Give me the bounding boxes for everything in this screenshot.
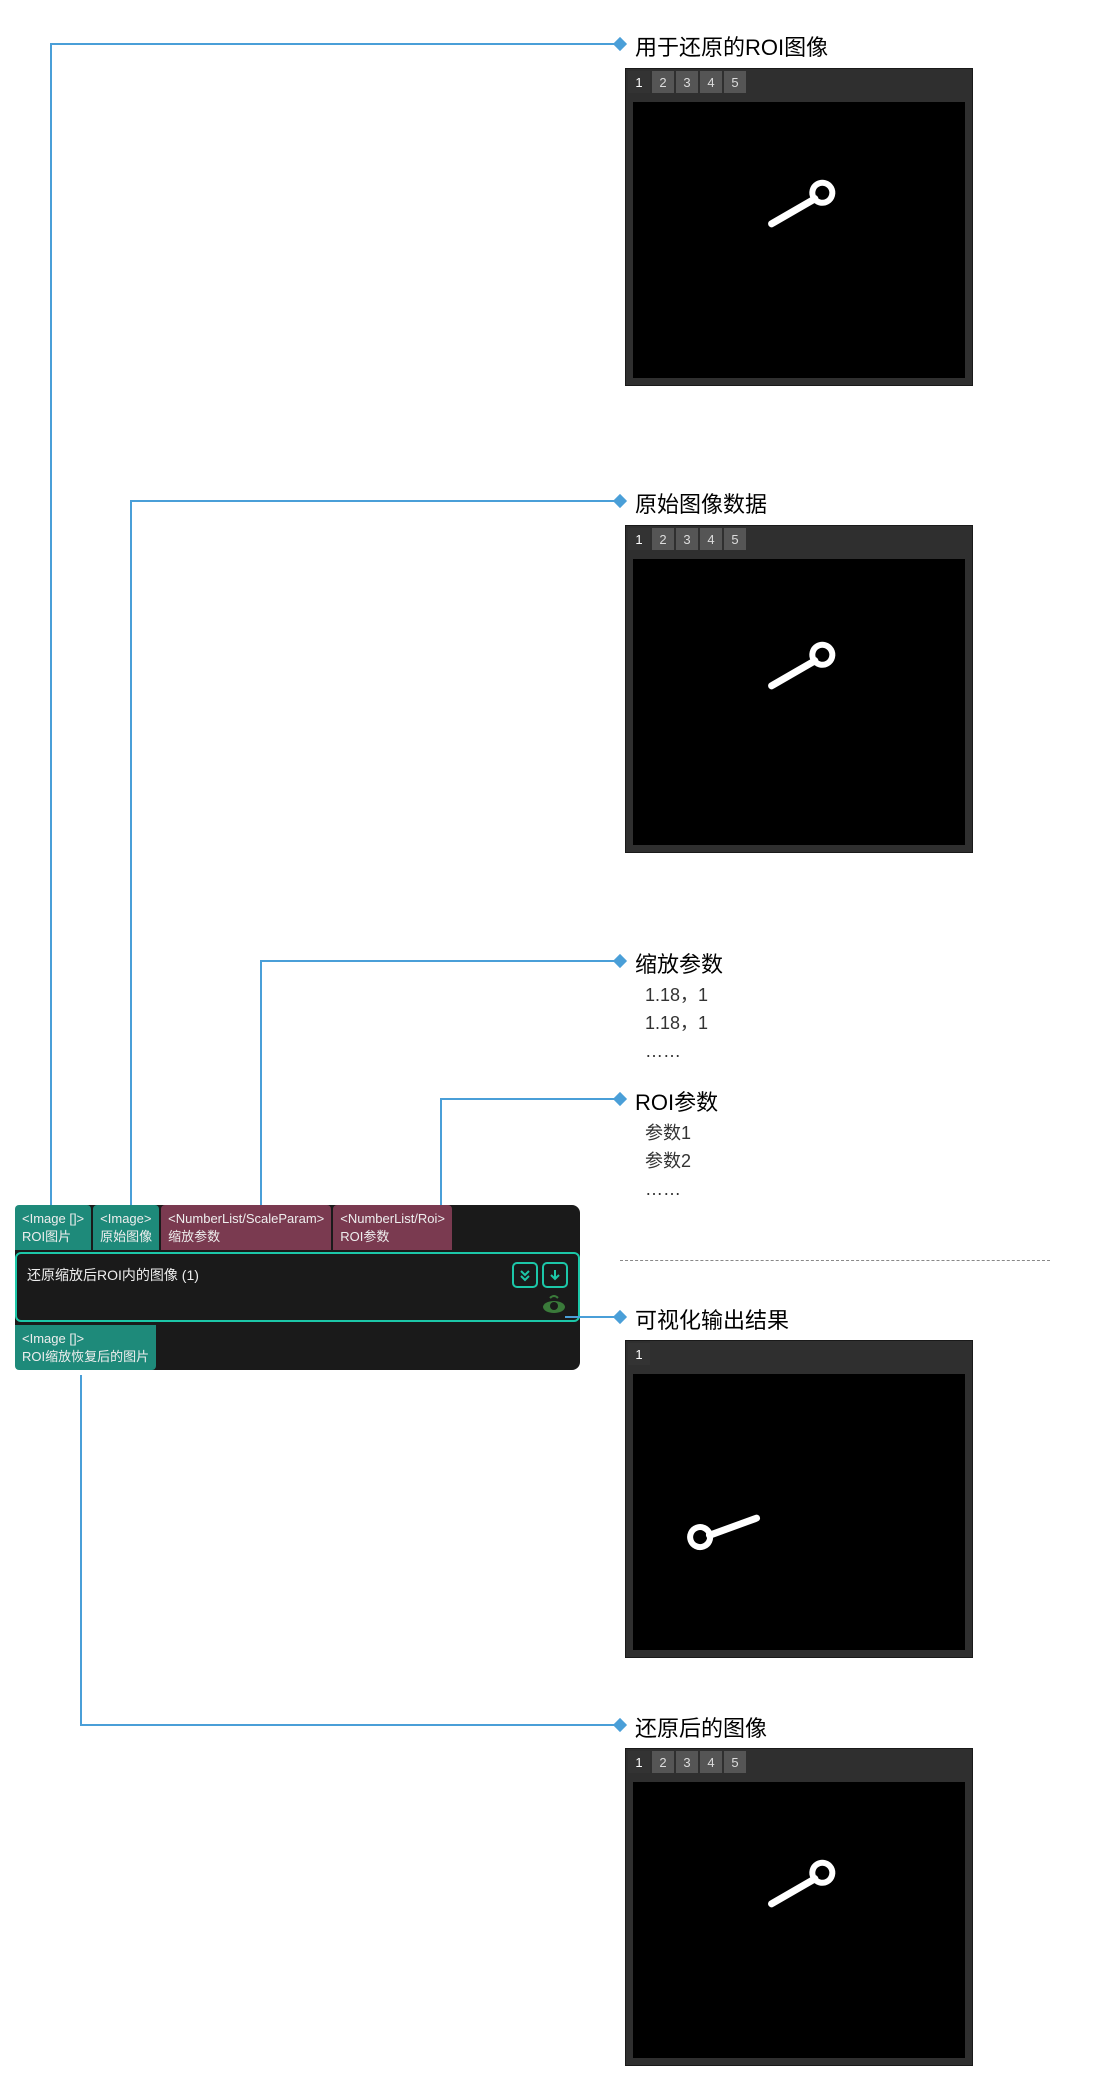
connector bbox=[50, 43, 618, 45]
preview-body bbox=[626, 552, 972, 852]
visualize-button[interactable] bbox=[540, 1294, 568, 1314]
preview-tabs: 1 2 3 4 5 bbox=[626, 526, 972, 552]
preview-body bbox=[626, 1367, 972, 1657]
preview-tab[interactable]: 4 bbox=[700, 71, 722, 93]
preview-tab[interactable]: 1 bbox=[628, 528, 650, 550]
port-type: <NumberList/ScaleParam> bbox=[168, 1210, 324, 1228]
preview-panel-visual: 1 bbox=[625, 1340, 973, 1658]
preview-tab[interactable]: 5 bbox=[724, 1751, 746, 1773]
port-label: 原始图像 bbox=[100, 1228, 152, 1246]
scale-param-line: 1.18，1 bbox=[645, 1010, 708, 1037]
node-block[interactable]: <Image []> ROI图片 <Image> 原始图像 <NumberLis… bbox=[15, 1205, 580, 1370]
connector bbox=[260, 960, 618, 962]
callout-scale-param: 缩放参数 bbox=[635, 947, 723, 979]
connector bbox=[130, 501, 132, 1205]
preview-tab[interactable]: 1 bbox=[628, 1751, 650, 1773]
connector bbox=[260, 961, 262, 1205]
node-body: 还原缩放后ROI内的图像 (1) bbox=[15, 1252, 580, 1322]
callout-visual-output: 可视化输出结果 bbox=[635, 1303, 789, 1335]
connector bbox=[130, 500, 618, 502]
scale-param-line: 1.18，1 bbox=[645, 982, 708, 1009]
preview-tab[interactable]: 3 bbox=[676, 1751, 698, 1773]
connector bbox=[565, 1316, 618, 1318]
connector bbox=[440, 1098, 618, 1100]
preview-tab[interactable]: 4 bbox=[700, 1751, 722, 1773]
download-icon bbox=[548, 1268, 562, 1282]
preview-panel-raw: 1 2 3 4 5 bbox=[625, 525, 973, 853]
input-port-raw-image[interactable]: <Image> 原始图像 bbox=[93, 1205, 159, 1250]
port-label: ROI图片 bbox=[22, 1228, 84, 1246]
preview-tab[interactable]: 1 bbox=[628, 1343, 650, 1365]
node-inputs: <Image []> ROI图片 <Image> 原始图像 <NumberLis… bbox=[15, 1205, 580, 1250]
port-type: <Image []> bbox=[22, 1330, 149, 1348]
preview-tab[interactable]: 2 bbox=[652, 71, 674, 93]
eye-icon bbox=[540, 1294, 568, 1314]
connector bbox=[50, 44, 52, 1205]
preview-body bbox=[626, 1775, 972, 2065]
input-port-scale-param[interactable]: <NumberList/ScaleParam> 缩放参数 bbox=[161, 1205, 331, 1250]
preview-tabs: 1 bbox=[626, 1341, 972, 1367]
callout-raw-image: 原始图像数据 bbox=[635, 487, 767, 519]
input-port-roi-image[interactable]: <Image []> ROI图片 bbox=[15, 1205, 91, 1250]
preview-tab[interactable]: 2 bbox=[652, 528, 674, 550]
output-port-restored[interactable]: <Image []> ROI缩放恢复后的图片 bbox=[15, 1325, 156, 1370]
chevron-down-double-icon bbox=[518, 1268, 532, 1282]
connector bbox=[80, 1375, 82, 1725]
preview-tab[interactable]: 4 bbox=[700, 528, 722, 550]
separator bbox=[620, 1260, 1050, 1261]
port-label: 缩放参数 bbox=[168, 1228, 324, 1246]
preview-tabs: 1 2 3 4 5 bbox=[626, 1749, 972, 1775]
port-label: ROI参数 bbox=[340, 1228, 445, 1246]
preview-tab[interactable]: 3 bbox=[676, 71, 698, 93]
preview-tab[interactable]: 1 bbox=[628, 71, 650, 93]
connector bbox=[440, 1099, 442, 1205]
preview-tab[interactable]: 5 bbox=[724, 528, 746, 550]
preview-tabs: 1 2 3 4 5 bbox=[626, 69, 972, 95]
preview-tab[interactable]: 3 bbox=[676, 528, 698, 550]
callout-roi-image: 用于还原的ROI图像 bbox=[635, 30, 828, 62]
roi-param-line: 参数1 bbox=[645, 1120, 691, 1147]
preview-panel-restored: 1 2 3 4 5 bbox=[625, 1748, 973, 2066]
port-type: <Image> bbox=[100, 1210, 152, 1228]
preview-body bbox=[626, 95, 972, 385]
preview-panel-roi: 1 2 3 4 5 bbox=[625, 68, 973, 386]
roi-param-line: …… bbox=[645, 1176, 681, 1203]
callout-roi-param: ROI参数 bbox=[635, 1085, 718, 1117]
collapse-button[interactable] bbox=[512, 1262, 538, 1288]
preview-tab[interactable]: 5 bbox=[724, 71, 746, 93]
scale-param-line: …… bbox=[645, 1038, 681, 1065]
roi-param-line: 参数2 bbox=[645, 1148, 691, 1175]
connector bbox=[80, 1724, 618, 1726]
port-type: <Image []> bbox=[22, 1210, 84, 1228]
port-label: ROI缩放恢复后的图片 bbox=[22, 1348, 149, 1366]
callout-restored-image: 还原后的图像 bbox=[635, 1711, 767, 1743]
node-outputs: <Image []> ROI缩放恢复后的图片 bbox=[15, 1325, 580, 1370]
port-type: <NumberList/Roi> bbox=[340, 1210, 445, 1228]
node-title: 还原缩放后ROI内的图像 (1) bbox=[27, 1265, 199, 1285]
download-button[interactable] bbox=[542, 1262, 568, 1288]
preview-tab[interactable]: 2 bbox=[652, 1751, 674, 1773]
input-port-roi-param[interactable]: <NumberList/Roi> ROI参数 bbox=[333, 1205, 452, 1250]
